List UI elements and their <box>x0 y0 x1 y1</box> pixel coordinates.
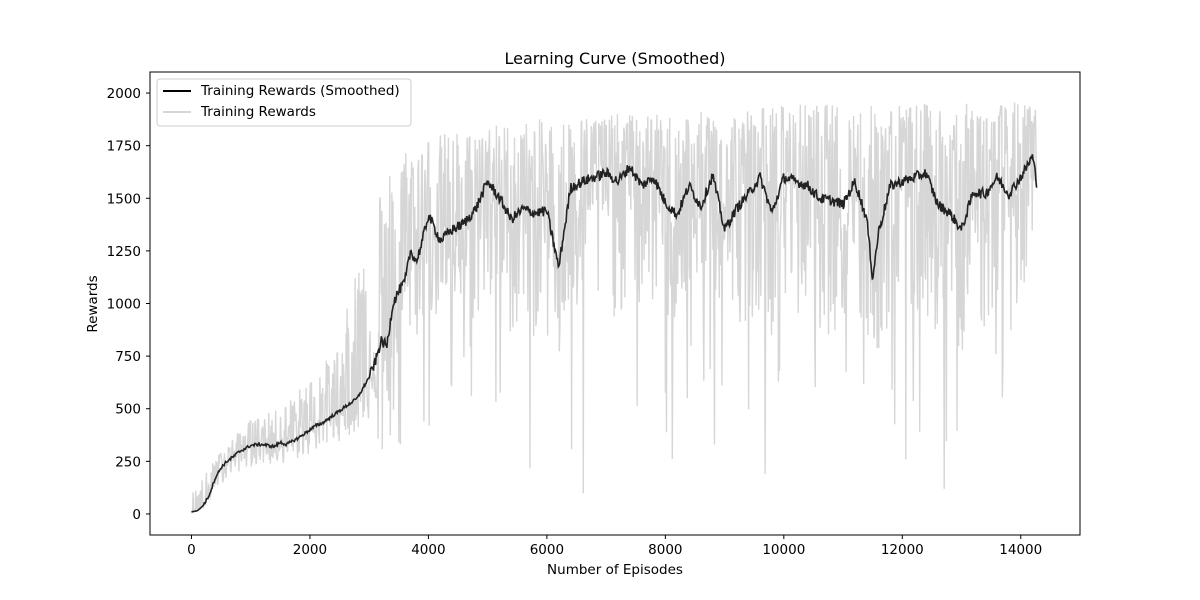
y-tick-label: 1250 <box>107 244 141 260</box>
x-tick-label: 0 <box>187 542 196 558</box>
y-tick-label: 1500 <box>107 191 141 207</box>
x-tick-label: 2000 <box>293 542 327 558</box>
y-tick-label: 0 <box>132 507 141 523</box>
y-tick-label: 1000 <box>107 297 141 313</box>
legend-label-raw: Training Rewards <box>200 104 316 120</box>
y-tick-label: 750 <box>115 349 141 365</box>
x-tick-label: 4000 <box>411 542 445 558</box>
y-axis-label: Rewards <box>85 275 101 332</box>
x-axis-ticks: 0 2000 4000 6000 8000 10000 12000 14000 <box>187 535 1042 558</box>
x-tick-label: 10000 <box>762 542 805 558</box>
y-tick-label: 1750 <box>107 139 141 155</box>
legend-label-smoothed: Training Rewards (Smoothed) <box>200 83 400 99</box>
y-axis-ticks: 0 250 500 750 1000 1250 1500 1750 2000 <box>107 86 150 523</box>
y-tick-label: 2000 <box>107 86 141 102</box>
x-tick-label: 14000 <box>999 542 1042 558</box>
x-tick-label: 12000 <box>881 542 924 558</box>
x-tick-label: 8000 <box>648 542 682 558</box>
series-line-training-rewards-smoothed <box>191 154 1038 513</box>
series-line-training-rewards <box>190 102 1038 514</box>
x-axis-label: Number of Episodes <box>547 562 683 578</box>
legend: Training Rewards (Smoothed) Training Rew… <box>156 78 412 127</box>
x-tick-label: 6000 <box>530 542 564 558</box>
chart-title: Learning Curve (Smoothed) <box>504 49 725 68</box>
plot-area <box>190 102 1038 514</box>
y-tick-label: 500 <box>115 402 141 418</box>
legend-box <box>156 78 412 127</box>
y-tick-label: 250 <box>115 454 141 470</box>
